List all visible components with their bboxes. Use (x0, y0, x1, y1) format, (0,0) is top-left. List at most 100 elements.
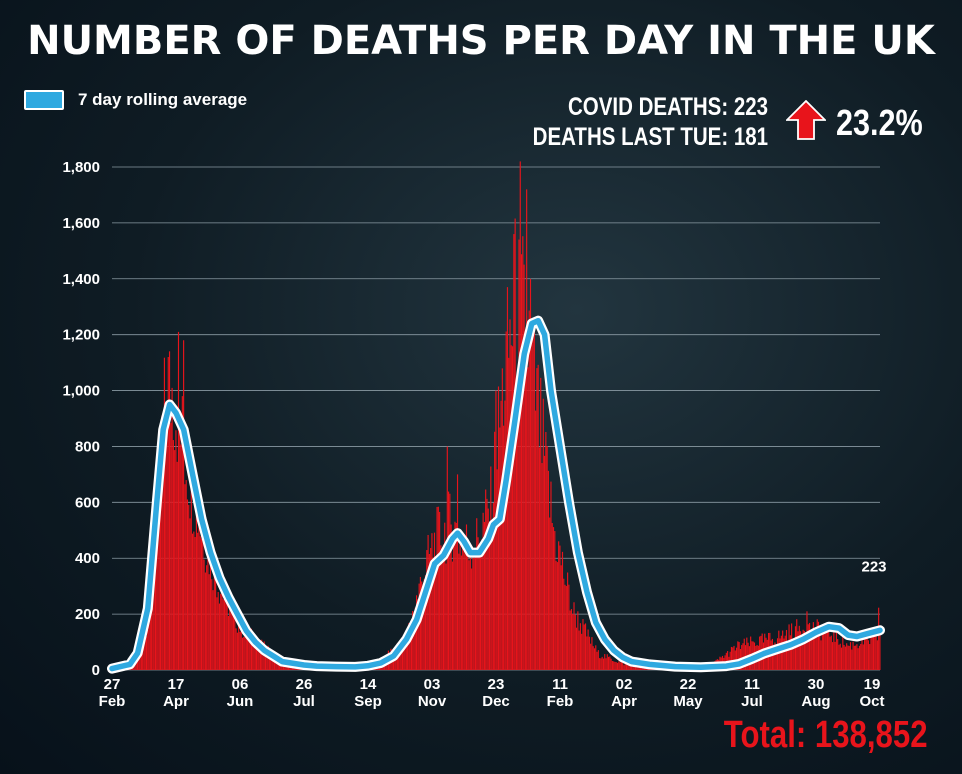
bar (195, 497, 197, 670)
bar (211, 579, 213, 670)
bar (625, 663, 628, 670)
x-tick-month: Apr (611, 693, 637, 710)
bar (486, 498, 488, 670)
bar (746, 637, 748, 670)
bar (824, 632, 826, 670)
bar (163, 357, 165, 670)
bar (586, 636, 588, 670)
bar (177, 331, 180, 670)
bar (592, 646, 594, 670)
bar (783, 638, 785, 670)
bar (253, 636, 255, 670)
bar (812, 622, 814, 670)
bar (559, 545, 561, 670)
bar (451, 561, 453, 670)
bar (737, 641, 739, 670)
bar (879, 634, 881, 670)
bar (250, 628, 253, 670)
bar (743, 638, 745, 670)
bar (453, 545, 455, 670)
bar (843, 644, 845, 670)
bar (399, 643, 401, 670)
bar (510, 345, 512, 670)
bar (200, 538, 203, 670)
x-tick-month: Jul (293, 693, 315, 710)
bar (545, 431, 547, 670)
bar (230, 601, 232, 670)
bar (825, 628, 827, 670)
bar (609, 656, 611, 670)
bar (830, 635, 832, 670)
bar (199, 536, 201, 670)
bar (574, 614, 576, 670)
bar (419, 576, 421, 670)
bar (862, 644, 864, 670)
bar (441, 555, 443, 670)
bar (616, 662, 619, 670)
bar (270, 657, 272, 670)
bar (750, 636, 752, 670)
bar (549, 517, 551, 670)
bar (244, 631, 246, 670)
bar (176, 461, 178, 670)
bar (848, 645, 850, 670)
bar (217, 592, 219, 670)
bar (826, 624, 829, 670)
bar (158, 436, 160, 670)
change-percentage: 23.2% (836, 102, 923, 143)
bar (823, 628, 825, 670)
bar (837, 639, 839, 670)
bar (849, 642, 852, 670)
bar (455, 522, 457, 670)
bar (259, 644, 261, 670)
bar (208, 574, 210, 670)
bar (797, 631, 799, 670)
bar (542, 398, 544, 670)
bar (408, 623, 410, 670)
bar (193, 531, 195, 670)
bar (839, 643, 841, 670)
bar (527, 367, 529, 670)
bar (526, 189, 528, 670)
bar (175, 430, 177, 670)
bar (828, 622, 830, 670)
bar (410, 622, 413, 670)
bar (405, 631, 407, 670)
bar (787, 641, 789, 670)
bar (252, 642, 254, 670)
bar (247, 636, 249, 670)
bar (567, 572, 569, 670)
bar (485, 489, 487, 670)
legend-label: 7 day rolling average (78, 90, 248, 109)
bar (528, 310, 530, 670)
x-tick-day: 22 (680, 676, 697, 693)
x-tick-month: Feb (547, 693, 574, 710)
bar (481, 539, 483, 670)
bar (400, 648, 402, 670)
bar (522, 236, 524, 670)
bar (236, 632, 238, 670)
x-tick-month: Nov (418, 693, 447, 710)
bar (624, 663, 626, 670)
bar (161, 415, 163, 670)
bar (808, 622, 811, 670)
bar (192, 533, 194, 670)
bar (518, 239, 520, 671)
bar (878, 607, 880, 670)
bar (552, 527, 555, 670)
bar (856, 644, 858, 670)
x-tick-day: 11 (552, 676, 568, 693)
bar (732, 647, 734, 670)
bar (245, 624, 247, 670)
bar (846, 643, 848, 670)
bar (165, 405, 167, 670)
bar (615, 662, 617, 670)
y-tick-label: 1,200 (62, 327, 100, 344)
bar (471, 568, 473, 670)
bar (834, 641, 836, 670)
bar (605, 658, 607, 670)
y-tick-label: 1,800 (62, 159, 100, 176)
bar (800, 631, 802, 670)
bar (599, 658, 601, 670)
x-tick-day: 19 (864, 676, 881, 693)
